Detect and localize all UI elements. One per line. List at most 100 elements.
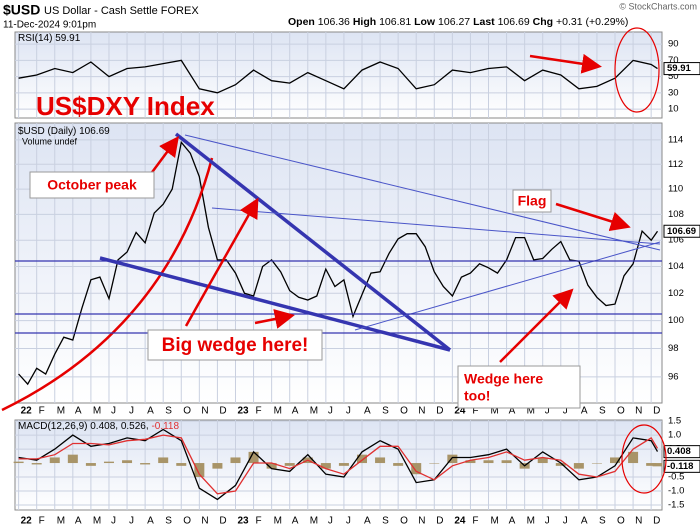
- quote-value: 106.27: [438, 16, 470, 28]
- quote-label: High: [353, 16, 376, 28]
- symbol: $USD: [3, 2, 40, 18]
- x-tick-label: S: [382, 516, 389, 527]
- x-tick-label: M: [274, 406, 282, 417]
- histogram-bar: [13, 461, 24, 464]
- histogram-bar: [537, 457, 548, 464]
- last-value-label: 106.69: [667, 226, 696, 237]
- last-value-label: -0.118: [667, 461, 693, 472]
- x-tick-label: O: [617, 516, 625, 527]
- histogram-bar: [49, 457, 60, 464]
- legend-value: 0.526: [121, 421, 146, 432]
- trend-line: [211, 207, 661, 245]
- x-tick-label: F: [472, 406, 478, 417]
- y-tick-label: 102: [668, 288, 684, 299]
- y-tick-label: -1.5: [668, 499, 684, 510]
- x-tick-label: J: [563, 406, 568, 417]
- y-tick-label: 104: [668, 261, 684, 272]
- legend-name: RSI(14): [18, 33, 52, 44]
- rsi-legend: RSI(14) 59.91: [18, 33, 81, 44]
- annotation-box: [147, 329, 323, 361]
- wedge-line: [99, 256, 451, 352]
- histogram-bar: [230, 457, 241, 464]
- series-line: [18, 434, 659, 495]
- quote: Open 106.36 High 106.81 Low 106.27 Last …: [288, 16, 628, 28]
- x-tick-label: M: [491, 516, 499, 527]
- quote-label: Chg: [533, 16, 553, 28]
- annotation: Flag: [518, 193, 547, 209]
- histogram-bar: [140, 463, 151, 465]
- annotation: too!: [464, 388, 490, 404]
- x-tick-label: M: [274, 516, 282, 527]
- x-tick-label: M: [310, 406, 318, 417]
- histogram-bar: [248, 451, 259, 464]
- x-tick-label: F: [39, 406, 45, 417]
- x-tick-label: M: [57, 406, 65, 417]
- annotation: October peak: [47, 177, 137, 193]
- y-tick-label: 30: [668, 87, 679, 98]
- x-tick-label: A: [364, 406, 371, 417]
- y-tick-label: 1.5: [668, 416, 681, 427]
- macd-legend: MACD(12,26,9) 0.408, 0.526, -0.118: [18, 421, 179, 432]
- histogram-bar: [375, 457, 386, 464]
- x-tick-label: M: [527, 516, 535, 527]
- y-tick-label: 70: [668, 55, 679, 66]
- x-tick-label: A: [364, 516, 371, 527]
- last-value-label: 0.408: [667, 446, 691, 457]
- arrow: [499, 288, 574, 363]
- histogram-bar: [338, 463, 349, 466]
- y-tick-label: 50: [668, 71, 679, 82]
- x-tick-label: J: [328, 406, 333, 417]
- histogram-bar: [194, 463, 205, 478]
- x-tick-label: J: [563, 516, 568, 527]
- quote-value: 106.36: [318, 16, 350, 28]
- x-tick-label: D: [219, 516, 226, 527]
- x-tick-label: M: [57, 516, 65, 527]
- annotations: US$DXY Index October peak Big wedge here…: [1, 27, 667, 494]
- histogram-bar: [320, 463, 331, 469]
- annotation-box: [457, 365, 581, 409]
- y-tick-label: 96: [668, 371, 679, 382]
- x-tick-label: J: [129, 406, 134, 417]
- volume-legend: Volume undef: [22, 136, 78, 146]
- histogram-bar: [628, 451, 639, 464]
- histogram-bar: [393, 463, 404, 466]
- x-tick-label: D: [653, 516, 660, 527]
- x-tick-label: N: [635, 516, 642, 527]
- histogram-bar: [646, 463, 657, 466]
- series-line: [18, 59, 658, 94]
- x-tick-label: A: [147, 406, 154, 417]
- arrow: [555, 202, 631, 232]
- y-tick-label: 1.0: [668, 430, 681, 441]
- x-tick-label: D: [653, 406, 660, 417]
- legend-value: -0.118: [151, 421, 179, 432]
- histogram-bar: [555, 463, 566, 466]
- x-tick-label: M: [527, 406, 535, 417]
- x-tick-label: O: [617, 406, 625, 417]
- histogram-bar: [67, 454, 78, 464]
- y-tick-label: 110: [668, 184, 683, 195]
- x-tick-label: O: [183, 516, 191, 527]
- highlight-ellipse: [614, 27, 660, 113]
- annotation-box: [29, 171, 155, 199]
- annotation: Big wedge here!: [162, 335, 309, 356]
- histogram-bar: [591, 463, 602, 464]
- quote-value: 106.81: [379, 16, 411, 28]
- x-tick-label: N: [635, 406, 642, 417]
- legend-value: 59.91: [55, 33, 80, 44]
- y-tick-label: 98: [668, 343, 679, 354]
- histogram-bar: [411, 463, 422, 475]
- x-tick-label: J: [129, 516, 134, 527]
- legend-value: 0.408: [90, 421, 115, 432]
- histogram-bar: [266, 463, 277, 469]
- x-tick-label: D: [436, 406, 443, 417]
- arrow: [148, 135, 179, 176]
- histogram-bar: [610, 457, 621, 464]
- trend-curve: [1, 157, 214, 412]
- credit: © StockCharts.com: [619, 1, 697, 11]
- x-tick-label: S: [599, 516, 606, 527]
- histogram-bar: [429, 463, 440, 464]
- x-tick-label: J: [328, 516, 333, 527]
- x-tick-label: O: [400, 516, 408, 527]
- x-tick-label: F: [256, 406, 262, 417]
